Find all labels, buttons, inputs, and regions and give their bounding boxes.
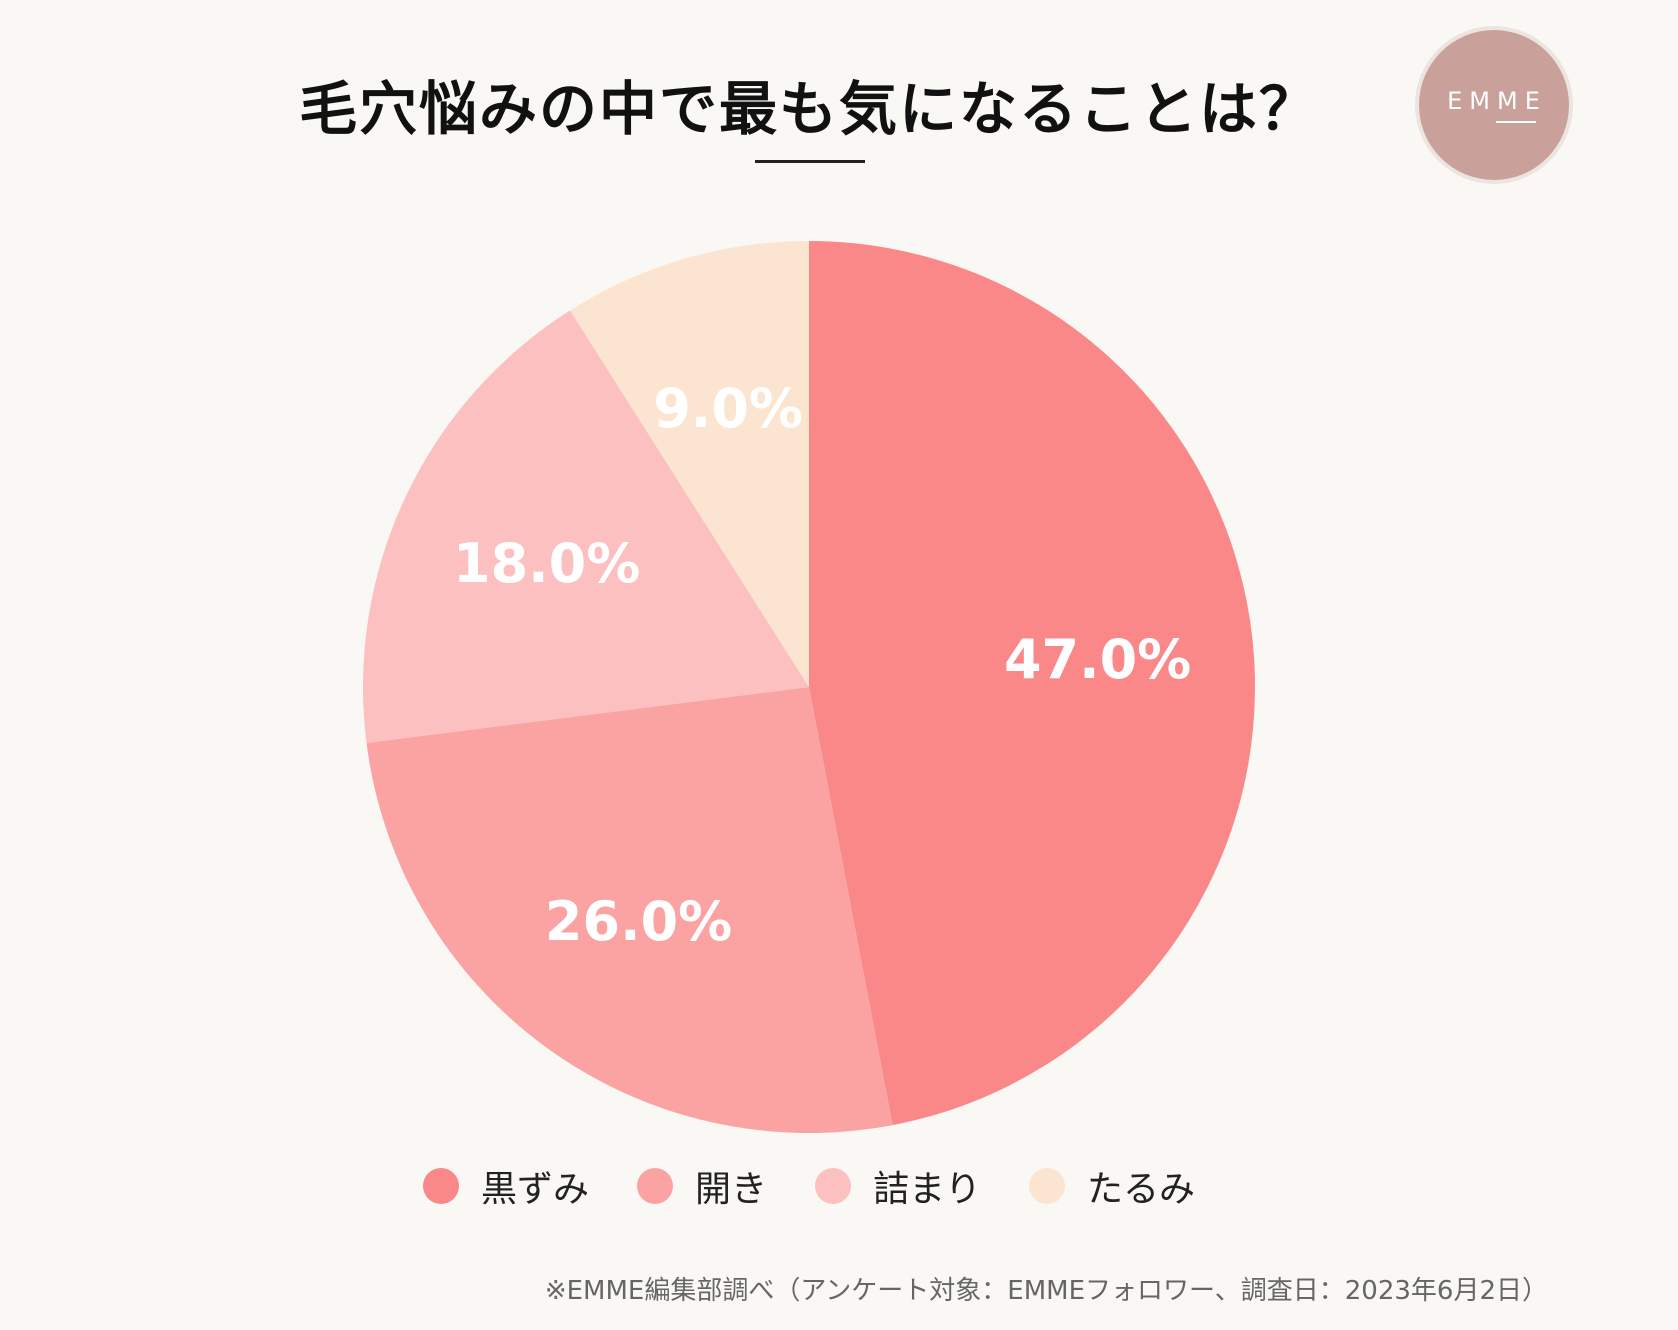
slice-label-kurozumi: 47.0%	[1004, 628, 1191, 691]
emme-logo: EMME	[1419, 30, 1569, 180]
legend-item-tsumari: 詰まり	[815, 1160, 981, 1212]
pie-slice-hiraki	[366, 687, 893, 1133]
pie-chart: 47.0% 26.0% 18.0% 9.0%	[362, 241, 1256, 1133]
legend-swatch-kurozumi	[422, 1168, 459, 1204]
survey-footnote: ※EMME編集部調べ（アンケート対象：EMMEフォロワー、調査日：2023年6月…	[544, 1276, 1548, 1306]
slice-label-tsumari: 18.0%	[453, 532, 640, 595]
legend-label-tsumari: 詰まり	[873, 1169, 982, 1210]
legend-swatch-tarumi	[1029, 1168, 1066, 1204]
chart-title: 毛穴悩みの中で最も気になることは？	[298, 75, 1319, 143]
legend-swatch-tsumari	[815, 1168, 851, 1204]
legend-swatch-hiraki	[636, 1168, 673, 1204]
chart-legend: 黒ずみ 開き 詰まり たるみ	[0, 1160, 1618, 1212]
legend-label-tarumi: たるみ	[1087, 1169, 1196, 1210]
legend-label-kurozumi: 黒ずみ	[480, 1169, 589, 1210]
legend-label-hiraki: 開き	[694, 1169, 767, 1210]
legend-item-tarumi: たるみ	[1029, 1160, 1195, 1212]
pie-slice-tarumi	[570, 241, 809, 687]
logo-text: EMME	[1447, 87, 1547, 115]
slice-label-tarumi: 9.0%	[653, 377, 803, 440]
legend-item-hiraki: 開き	[636, 1160, 767, 1212]
logo-underline	[1496, 121, 1536, 123]
pie-slice-tsumari	[362, 310, 809, 743]
slice-label-hiraki: 26.0%	[545, 890, 732, 953]
pie-slice-kurozumi	[809, 241, 1256, 1126]
title-underline	[755, 160, 865, 163]
legend-item-kurozumi: 黒ずみ	[422, 1160, 589, 1212]
